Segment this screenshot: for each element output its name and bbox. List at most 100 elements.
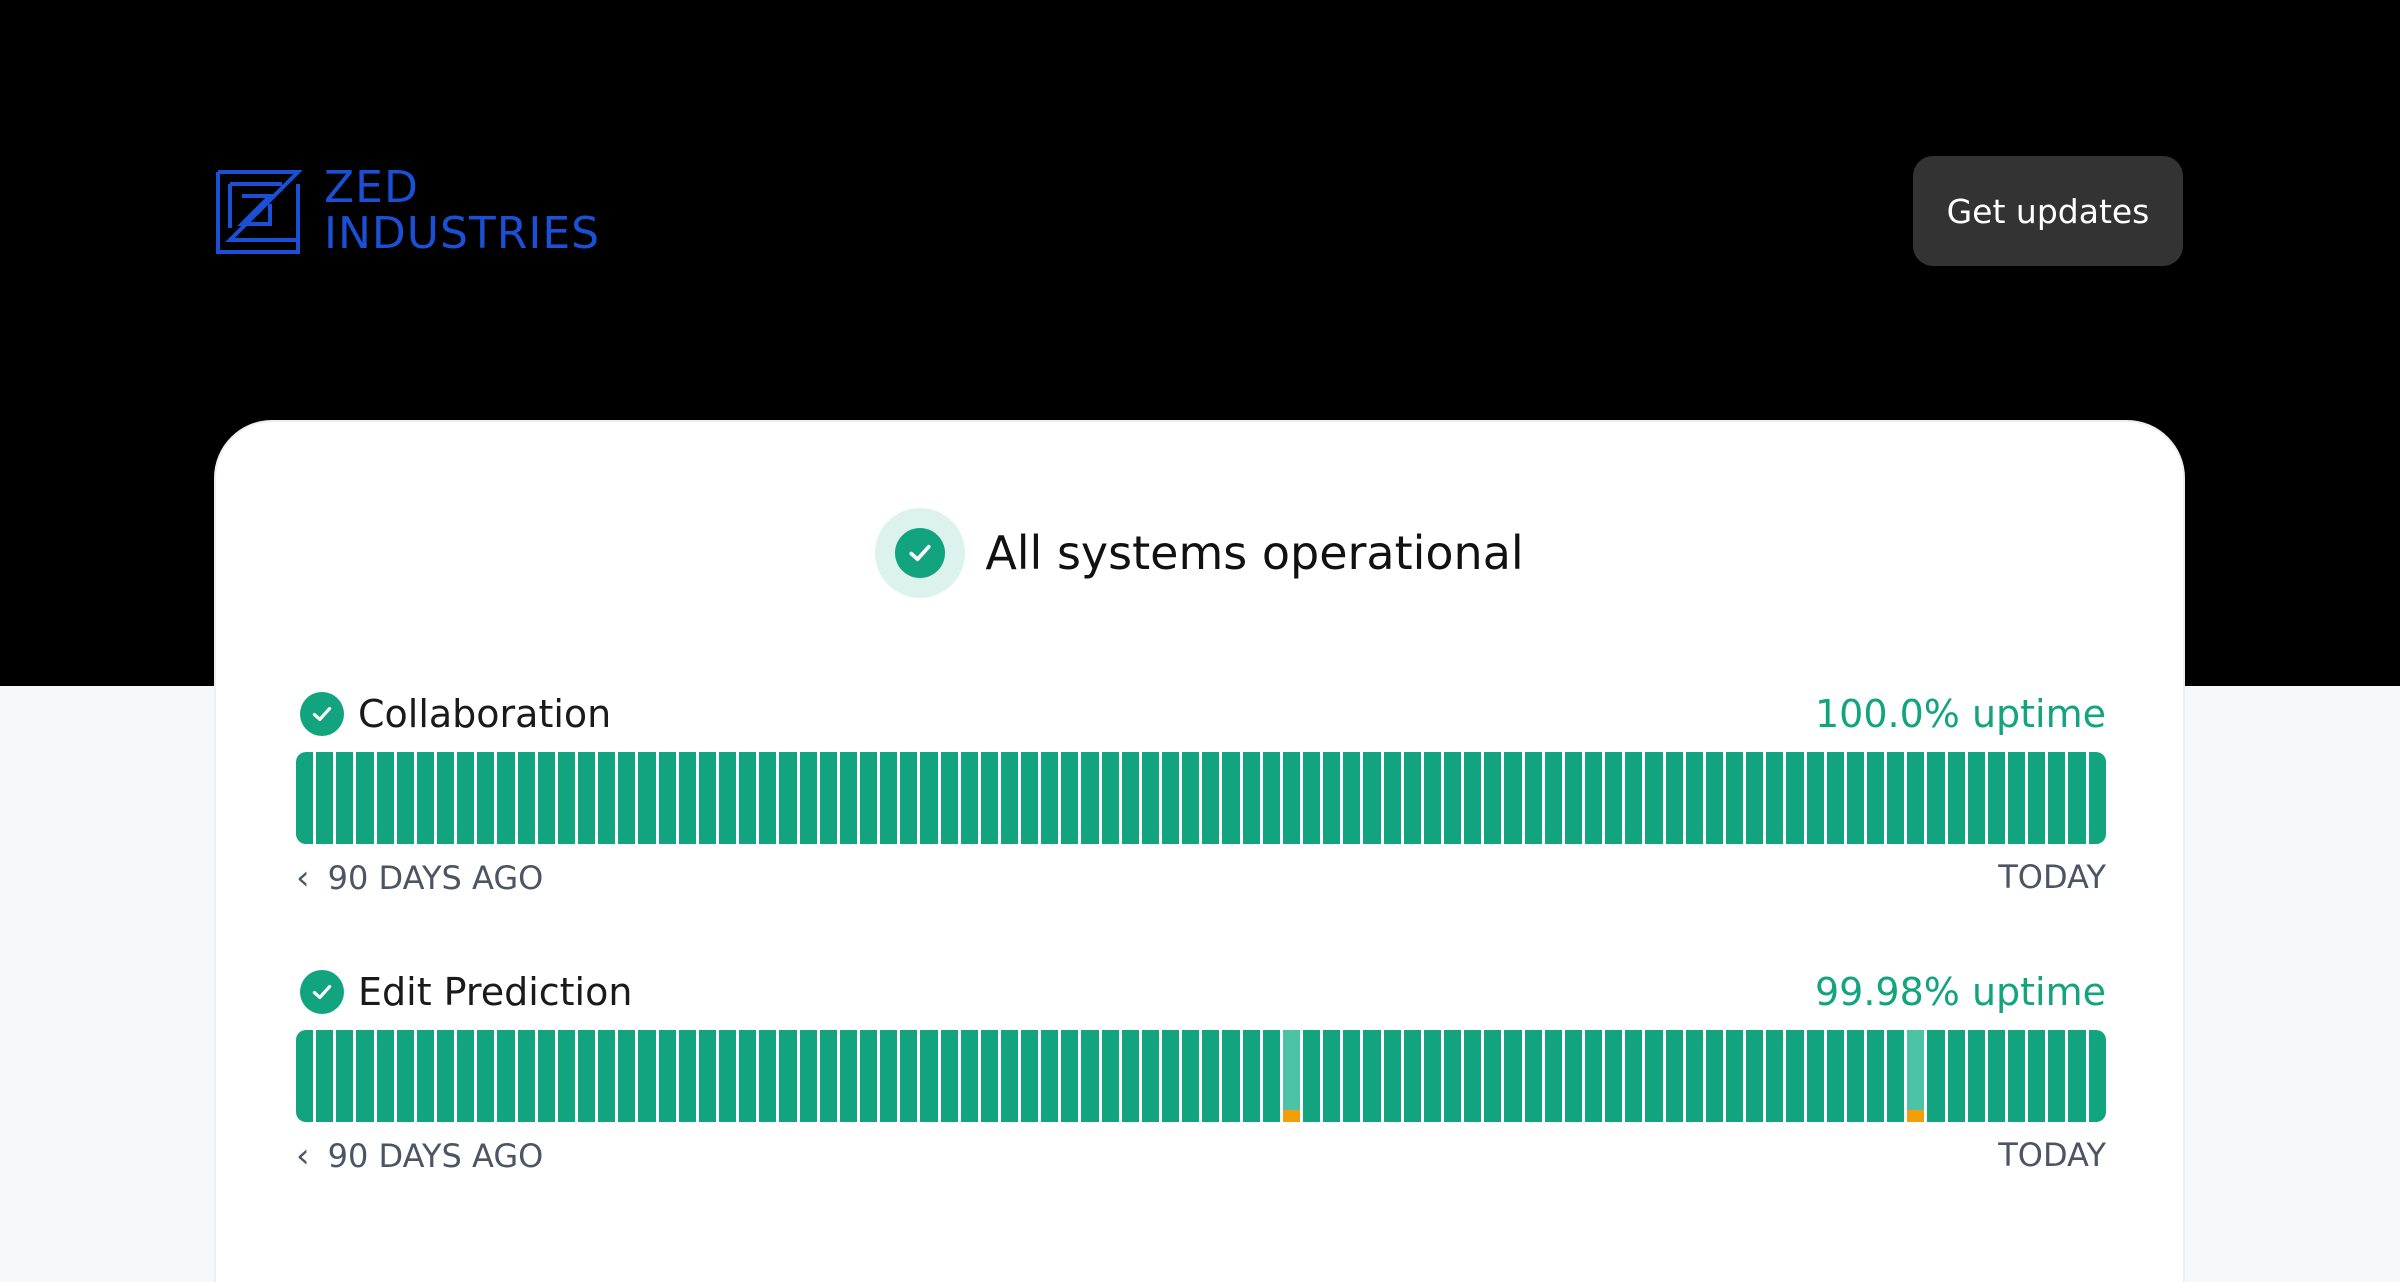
uptime-day-bar[interactable] bbox=[1021, 1030, 1039, 1122]
uptime-day-bar[interactable] bbox=[759, 1030, 777, 1122]
chevron-left-icon[interactable]: ‹ bbox=[296, 858, 310, 898]
uptime-day-bar[interactable] bbox=[2007, 752, 2026, 844]
uptime-day-bar[interactable] bbox=[900, 752, 918, 844]
uptime-day-bar[interactable] bbox=[436, 752, 455, 844]
uptime-day-bar[interactable] bbox=[1685, 1030, 1703, 1122]
uptime-day-bar[interactable] bbox=[1222, 752, 1240, 844]
uptime-day-bar[interactable] bbox=[1887, 1030, 1905, 1122]
uptime-day-bar[interactable] bbox=[1605, 752, 1623, 844]
uptime-day-bar[interactable] bbox=[1081, 1030, 1099, 1122]
uptime-day-bar[interactable] bbox=[1343, 752, 1361, 844]
uptime-day-bar[interactable] bbox=[920, 1030, 938, 1122]
uptime-day-bar[interactable] bbox=[2028, 1030, 2046, 1122]
uptime-day-bar[interactable] bbox=[1927, 752, 1945, 844]
uptime-day-bar[interactable] bbox=[1806, 1030, 1824, 1122]
uptime-day-bar[interactable] bbox=[698, 752, 716, 844]
uptime-day-bar[interactable] bbox=[618, 1030, 636, 1122]
uptime-day-bar[interactable] bbox=[1846, 1030, 1864, 1122]
uptime-day-bar[interactable] bbox=[920, 752, 938, 844]
uptime-day-bar[interactable] bbox=[1806, 752, 1824, 844]
uptime-day-bar[interactable] bbox=[1645, 1030, 1663, 1122]
uptime-day-bar[interactable] bbox=[1887, 752, 1905, 844]
uptime-day-bar[interactable] bbox=[739, 1030, 757, 1122]
uptime-day-bar[interactable] bbox=[1303, 752, 1321, 844]
uptime-day-bar[interactable] bbox=[1564, 1030, 1582, 1122]
uptime-day-bar[interactable] bbox=[1061, 752, 1079, 844]
uptime-day-bar[interactable] bbox=[1000, 752, 1019, 844]
uptime-day-bar[interactable] bbox=[779, 752, 797, 844]
uptime-day-bar[interactable] bbox=[1625, 1030, 1643, 1122]
uptime-day-bar[interactable] bbox=[2068, 752, 2086, 844]
uptime-day-bar[interactable] bbox=[1182, 752, 1200, 844]
uptime-day-bar[interactable] bbox=[2048, 1030, 2066, 1122]
uptime-day-bar[interactable] bbox=[1987, 752, 2005, 844]
uptime-day-bar[interactable] bbox=[1141, 1030, 1160, 1122]
uptime-day-bar[interactable] bbox=[316, 1030, 334, 1122]
uptime-day-bar[interactable] bbox=[1403, 1030, 1421, 1122]
uptime-day-bar[interactable] bbox=[1927, 1030, 1945, 1122]
uptime-day-bar[interactable] bbox=[1484, 752, 1502, 844]
uptime-day-bar[interactable] bbox=[477, 752, 495, 844]
uptime-day-bar[interactable] bbox=[356, 752, 374, 844]
uptime-day-bar[interactable] bbox=[1705, 1030, 1723, 1122]
uptime-day-bar[interactable] bbox=[1987, 1030, 2005, 1122]
uptime-day-bar[interactable] bbox=[1967, 1030, 1985, 1122]
uptime-day-bar[interactable] bbox=[718, 1030, 737, 1122]
uptime-day-bar[interactable] bbox=[1725, 752, 1744, 844]
uptime-day-bar[interactable] bbox=[880, 752, 898, 844]
uptime-day-bar[interactable] bbox=[839, 752, 857, 844]
uptime-day-bar[interactable] bbox=[1665, 752, 1683, 844]
uptime-day-bar[interactable] bbox=[819, 1030, 837, 1122]
uptime-day-bar[interactable] bbox=[1383, 1030, 1401, 1122]
uptime-day-bar[interactable] bbox=[1524, 1030, 1542, 1122]
uptime-day-bar[interactable] bbox=[1725, 1030, 1744, 1122]
uptime-day-bar[interactable] bbox=[718, 752, 737, 844]
uptime-day-bar[interactable] bbox=[416, 1030, 434, 1122]
uptime-day-bar[interactable] bbox=[1101, 752, 1119, 844]
uptime-day-bar[interactable] bbox=[1021, 752, 1039, 844]
uptime-day-bar[interactable] bbox=[416, 752, 434, 844]
uptime-day-bar[interactable] bbox=[940, 752, 958, 844]
uptime-day-bar[interactable] bbox=[457, 1030, 475, 1122]
uptime-day-bar[interactable] bbox=[537, 752, 555, 844]
uptime-day-bar[interactable] bbox=[1625, 752, 1643, 844]
uptime-day-bar[interactable] bbox=[1101, 1030, 1119, 1122]
uptime-day-bar[interactable] bbox=[537, 1030, 555, 1122]
uptime-day-bar[interactable] bbox=[1162, 752, 1180, 844]
uptime-day-bar[interactable] bbox=[1282, 752, 1301, 844]
uptime-day-bar[interactable] bbox=[1504, 752, 1522, 844]
uptime-day-bar[interactable] bbox=[1262, 752, 1280, 844]
uptime-day-bar[interactable] bbox=[980, 1030, 998, 1122]
uptime-day-bar[interactable] bbox=[980, 752, 998, 844]
uptime-day-bar[interactable] bbox=[1202, 1030, 1220, 1122]
uptime-day-bar[interactable] bbox=[1343, 1030, 1361, 1122]
uptime-day-bar[interactable] bbox=[356, 1030, 374, 1122]
uptime-day-bar[interactable] bbox=[436, 1030, 455, 1122]
uptime-day-bar[interactable] bbox=[1363, 752, 1381, 844]
uptime-day-bar[interactable] bbox=[678, 752, 696, 844]
uptime-day-bar[interactable] bbox=[477, 1030, 495, 1122]
uptime-day-bar[interactable] bbox=[1665, 1030, 1683, 1122]
uptime-day-bar[interactable] bbox=[1121, 1030, 1139, 1122]
uptime-day-bar[interactable] bbox=[1705, 752, 1723, 844]
uptime-day-bar[interactable] bbox=[960, 1030, 978, 1122]
uptime-day-bar[interactable] bbox=[880, 1030, 898, 1122]
uptime-day-bar[interactable] bbox=[1645, 752, 1663, 844]
uptime-day-bar[interactable] bbox=[557, 1030, 575, 1122]
uptime-day-bar[interactable] bbox=[1524, 752, 1542, 844]
uptime-day-bar[interactable] bbox=[1041, 1030, 1059, 1122]
uptime-day-bar[interactable] bbox=[497, 752, 515, 844]
uptime-day-bar[interactable] bbox=[1746, 752, 1764, 844]
uptime-day-bar[interactable] bbox=[2028, 752, 2046, 844]
uptime-day-bar[interactable] bbox=[1746, 1030, 1764, 1122]
uptime-day-bar[interactable] bbox=[2007, 1030, 2026, 1122]
uptime-day-bar[interactable] bbox=[1121, 752, 1139, 844]
uptime-day-bar[interactable] bbox=[859, 1030, 878, 1122]
uptime-day-bar[interactable] bbox=[1464, 752, 1482, 844]
uptime-day-bar[interactable] bbox=[678, 1030, 696, 1122]
uptime-day-bar[interactable] bbox=[799, 752, 817, 844]
uptime-day-bar[interactable] bbox=[296, 1030, 314, 1122]
uptime-day-bar[interactable] bbox=[1866, 752, 1885, 844]
uptime-day-bar[interactable] bbox=[296, 752, 314, 844]
uptime-day-bar[interactable] bbox=[1423, 1030, 1442, 1122]
